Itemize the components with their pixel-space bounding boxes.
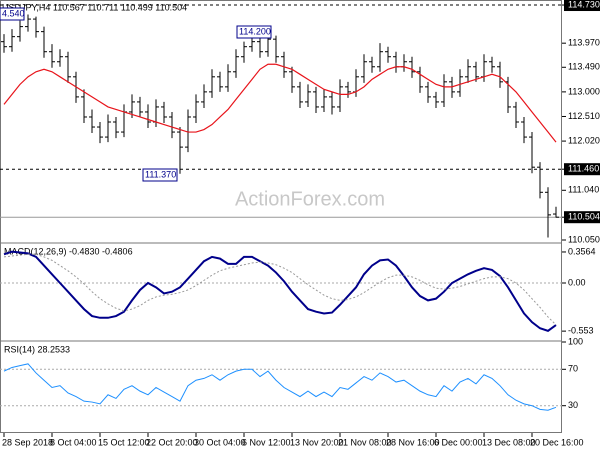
x-tick-label: 13 Nov 20:00 [290, 437, 344, 447]
y-tick-label: 110.504 [568, 212, 600, 222]
panel-title: RSI(14) 28.2533 [4, 344, 70, 354]
y-tick-label: 113.490 [568, 62, 600, 72]
y-tick-label: 111.460 [568, 164, 599, 174]
y-tick-label: 114.730 [568, 0, 600, 9]
y-tick-label: 0.00 [568, 277, 586, 287]
y-tick-label: 0.3564 [568, 246, 596, 256]
x-tick-label: 15 Oct 12:00 [98, 437, 150, 447]
annotation-box [142, 168, 178, 182]
y-tick-label: -0.553 [568, 325, 594, 335]
y-tick-highlight [564, 163, 600, 176]
x-tick-label: 6 Nov 12:00 [242, 437, 291, 447]
y-tick-label: 30 [568, 400, 578, 410]
y-tick-highlight [564, 211, 600, 224]
annotation: 114.200 [239, 26, 271, 36]
x-tick-label: 28 Nov 16:00 [386, 437, 440, 447]
x-tick-label: 30 Oct 04:00 [194, 437, 246, 447]
series-line [3, 250, 557, 332]
x-tick-label: 6 Dec 00:00 [434, 437, 483, 447]
y-tick-label: 110.050 [568, 234, 600, 244]
x-tick-label: 20 Dec 16:00 [530, 437, 584, 447]
watermark: ActionForex.com [235, 188, 385, 210]
y-tick-label: 113.970 [568, 38, 600, 48]
series-line [3, 253, 557, 326]
x-tick-label: 22 Oct 20:00 [146, 437, 198, 447]
y-tick-label: 70 [568, 364, 578, 374]
panel-title: MACD(12,26,9) -0.4830 -0.4806 [4, 246, 133, 256]
annotation-box [0, 7, 25, 21]
x-tick-label: 8 Oct 04:00 [50, 437, 97, 447]
series-line [3, 363, 557, 411]
y-tick-highlight [564, 0, 600, 12]
y-tick-label: 112.510 [568, 111, 600, 121]
annotation-box [236, 25, 272, 39]
y-tick-label: 113.000 [568, 86, 600, 96]
x-tick-label: 13 Dec 08:00 [482, 437, 536, 447]
panel-title: USDJPY,H4 110.567 110.711 110.499 110.50… [2, 2, 187, 12]
y-tick-label: 111.040 [568, 185, 599, 195]
y-tick-label: 112.020 [568, 135, 600, 145]
x-tick-label: 28 Sep 2018 [2, 437, 53, 447]
moving-average [3, 63, 557, 143]
annotation: 4.540 [2, 8, 25, 18]
x-tick-label: 21 Nov 08:00 [338, 437, 392, 447]
y-tick-label: 100 [568, 336, 583, 346]
annotation: 111.370 [145, 169, 176, 179]
